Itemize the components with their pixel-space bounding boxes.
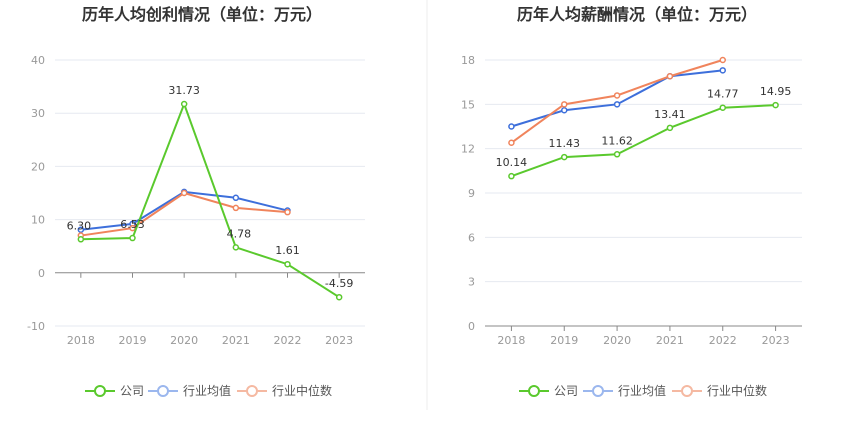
series-line-industry-avg (80, 190, 288, 231)
data-point[interactable] (232, 244, 240, 251)
y-tick-label: 0 (38, 267, 45, 280)
x-tick-label: 2019 (550, 334, 578, 347)
chart-title: 历年人均创利情况（单位：万元） (82, 5, 322, 24)
y-tick-label: 30 (31, 107, 45, 120)
x-tick-label: 2019 (119, 334, 147, 347)
data-label: 31.73 (168, 84, 200, 97)
data-point[interactable] (129, 224, 136, 232)
x-tick-label: 2023 (325, 334, 353, 347)
y-tick-label: 6 (468, 231, 475, 244)
series-line-company (511, 104, 776, 178)
legend-label-industry-avg[interactable]: 行业均值 (183, 383, 231, 398)
x-tick-label: 2023 (762, 334, 790, 347)
series-line-company (80, 101, 340, 299)
y-tick-label: 18 (461, 54, 475, 67)
data-point[interactable] (613, 92, 621, 99)
data-point[interactable] (284, 260, 291, 268)
y-tick-label: 3 (468, 276, 475, 289)
legend-swatch-marker[interactable] (246, 385, 258, 397)
legend-label-industry-median[interactable]: 行业中位数 (707, 383, 767, 398)
x-tick-label: 2020 (603, 334, 631, 347)
data-point[interactable] (719, 104, 726, 111)
data-label: -4.59 (325, 277, 353, 290)
data-point[interactable] (180, 189, 188, 197)
y-tick-label: 40 (31, 54, 45, 67)
data-point[interactable] (666, 73, 674, 80)
data-point[interactable] (772, 101, 779, 109)
data-label: 14.95 (760, 85, 792, 98)
x-tick-label: 2022 (709, 334, 737, 347)
legend-swatch-marker[interactable] (592, 385, 604, 397)
x-tick-label: 2022 (274, 334, 302, 347)
data-point[interactable] (77, 236, 85, 243)
chart-title: 历年人均薪酬情况（单位：万元） (517, 5, 757, 24)
legend-swatch-marker[interactable] (94, 385, 106, 397)
x-tick-label: 2020 (170, 334, 198, 347)
data-label: 4.78 (227, 227, 252, 240)
data-point[interactable] (666, 124, 674, 132)
x-tick-label: 2018 (67, 334, 95, 347)
data-point[interactable] (719, 67, 726, 74)
data-point[interactable] (561, 106, 568, 114)
data-point[interactable] (613, 101, 621, 108)
data-label: 13.41 (654, 108, 686, 121)
legend-label-industry-avg[interactable]: 行业均值 (618, 383, 666, 398)
data-point[interactable] (561, 153, 568, 161)
x-tick-label: 2018 (497, 334, 525, 347)
data-point[interactable] (613, 151, 621, 158)
data-point[interactable] (284, 208, 291, 216)
x-tick-label: 2021 (222, 334, 250, 347)
legend-label-company[interactable]: 公司 (120, 384, 144, 398)
data-point[interactable] (77, 226, 85, 233)
data-label: 11.43 (549, 137, 581, 150)
data-point[interactable] (508, 123, 515, 130)
y-tick-label: 20 (31, 160, 45, 173)
data-label: 14.77 (707, 88, 739, 101)
data-point[interactable] (508, 139, 515, 147)
y-tick-label: 9 (468, 187, 475, 200)
legend-swatch-marker[interactable] (157, 385, 169, 397)
data-point[interactable] (335, 293, 343, 301)
data-label: 1.61 (275, 244, 300, 257)
data-label: 6.53 (120, 218, 145, 231)
y-tick-label: -10 (27, 320, 45, 333)
legend-swatch-marker[interactable] (528, 385, 540, 397)
legend-swatch-marker[interactable] (681, 385, 693, 397)
data-label: 10.14 (496, 156, 528, 169)
y-tick-label: 0 (468, 320, 475, 333)
legend-label-company[interactable]: 公司 (554, 384, 578, 398)
data-label: 11.62 (601, 134, 633, 147)
x-tick-label: 2021 (656, 334, 684, 347)
y-tick-label: 12 (461, 143, 475, 156)
data-point[interactable] (508, 172, 515, 180)
data-point[interactable] (719, 56, 726, 64)
legend-label-industry-median[interactable]: 行业中位数 (272, 383, 332, 398)
data-point[interactable] (232, 204, 240, 212)
y-tick-label: 15 (461, 98, 475, 111)
y-tick-label: 10 (31, 214, 45, 227)
data-point[interactable] (129, 234, 136, 242)
series-line-industry-median (80, 191, 288, 237)
data-point[interactable] (232, 194, 240, 202)
data-label: 6.30 (67, 219, 92, 232)
data-point[interactable] (180, 100, 188, 108)
data-point[interactable] (561, 101, 568, 108)
